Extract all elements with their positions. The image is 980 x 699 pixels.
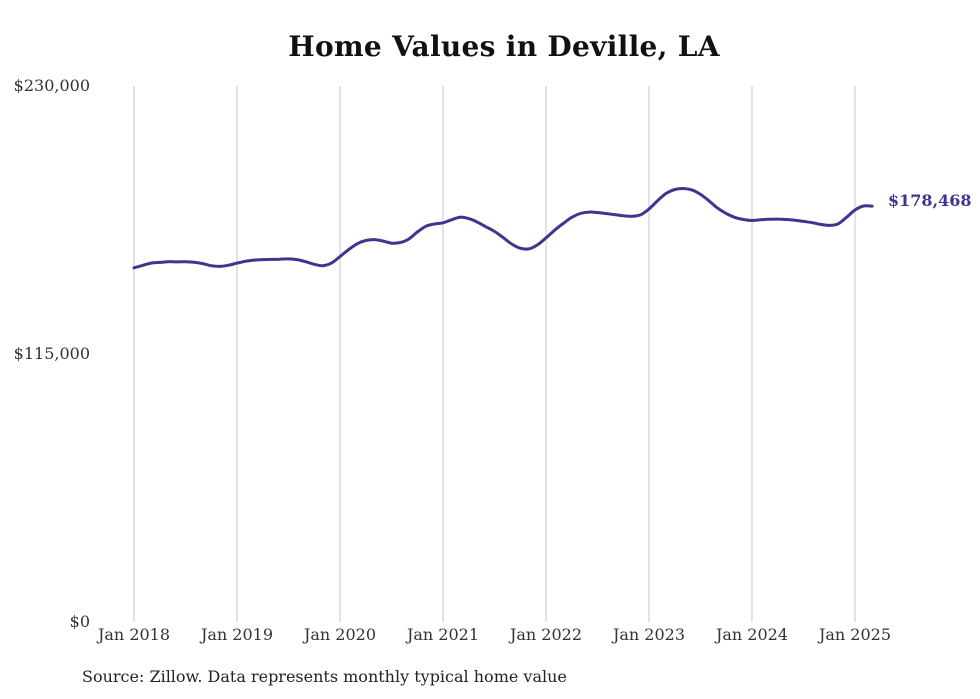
x-axis-ticks: Jan 2018 Jan 2019 Jan 2020 Jan 2021 Jan 2022… [96,625,891,644]
series-line [132,187,874,270]
x-tick-label: Jan 2024 [714,625,788,644]
x-tick-label: Jan 2018 [96,625,170,644]
end-label-layer: $178,468 [888,191,972,210]
x-tick-label: Jan 2025 [817,625,891,644]
y-axis-ticks: $0 $115,000 $230,000 [14,76,90,631]
source-note: Source: Zillow. Data represents monthly … [82,667,567,686]
y-tick-label: $115,000 [14,344,90,363]
gridlines [133,86,856,622]
x-tick-label: Jan 2021 [405,625,479,644]
x-tick-label: Jan 2019 [199,625,273,644]
chart-title: Home Values in Deville, LA [288,30,720,63]
y-tick-label: $230,000 [14,76,90,95]
x-tick-label: Jan 2020 [302,625,376,644]
x-tick-label: Jan 2022 [508,625,582,644]
series-layer [132,187,874,270]
x-tick-label: Jan 2023 [611,625,685,644]
end-value-label: $178,468 [888,191,972,210]
y-tick-label: $0 [70,612,90,631]
